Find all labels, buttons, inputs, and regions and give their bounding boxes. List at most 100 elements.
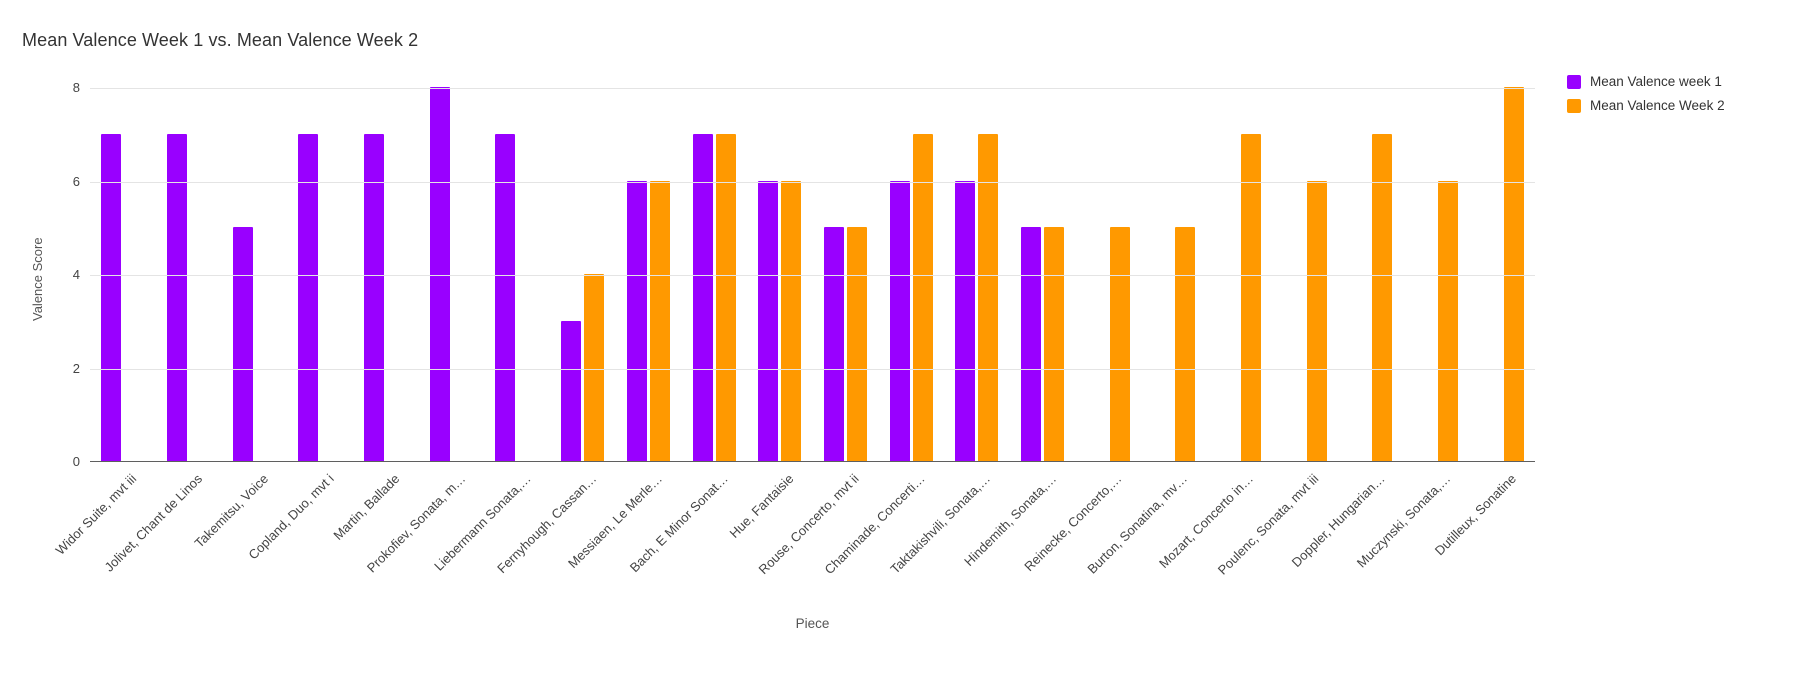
bar[interactable]: [584, 274, 605, 461]
x-axis-tick-label: Prokofiev, Sonata, m…: [363, 471, 468, 576]
y-axis-tick-label: 6: [72, 173, 80, 189]
x-axis-tick-label: Hue, Fantaisie: [726, 471, 797, 541]
bar[interactable]: [298, 133, 319, 461]
bar[interactable]: [846, 227, 867, 461]
bar[interactable]: [495, 133, 516, 461]
bar-group: [1010, 88, 1076, 461]
x-axis-tick-label: Reinecke, Concerto,…: [1021, 471, 1125, 575]
bar-group: [550, 88, 616, 461]
bar[interactable]: [1109, 227, 1130, 461]
bar[interactable]: [626, 180, 647, 461]
bar[interactable]: [364, 133, 385, 461]
bar-group: [221, 88, 287, 461]
bar-group: [813, 88, 879, 461]
y-axis-tick-label: 0: [72, 454, 80, 469]
x-label-anchor: Taktakishvili, Sonata,…: [723, 470, 994, 577]
bar[interactable]: [692, 133, 713, 461]
gridline: [90, 275, 1535, 276]
legend-label: Mean Valence Week 2: [1590, 98, 1725, 113]
bar-group: [484, 88, 550, 461]
y-axis: 0 2 4 6 8: [0, 0, 80, 685]
x-axis-tick-label: Messiaen, Le Merle…: [564, 471, 665, 572]
bar-group: [287, 88, 353, 461]
x-label-anchor: Poulenc, Sonata, mvt iii: [1051, 470, 1322, 578]
x-axis-tick-label: Muczynski, Sonata,…: [1353, 471, 1454, 571]
bar[interactable]: [167, 133, 188, 461]
x-axis-tick-label: Dutilleux, Sonatine: [1431, 471, 1519, 559]
bar-group: [353, 88, 419, 461]
bar[interactable]: [715, 133, 736, 461]
bar[interactable]: [1020, 227, 1041, 461]
bar-group: [944, 88, 1010, 461]
bar[interactable]: [1503, 87, 1524, 461]
x-label-anchor: Messiaen, Le Merle…: [394, 470, 665, 571]
gridline: [90, 181, 1535, 183]
x-axis-tick-label: Copland, Duo, mvt i: [245, 471, 337, 563]
bar[interactable]: [889, 180, 910, 461]
bar-group: [1207, 88, 1273, 461]
x-label-anchor: Doppler, Hungarian…: [1117, 470, 1387, 570]
bar-group: [156, 88, 222, 461]
bar-groups: [90, 87, 1535, 461]
x-axis-tick-label: Jolivet, Chant de Linos: [101, 471, 206, 575]
bar[interactable]: [1175, 227, 1196, 461]
x-label-anchor: Bach, E Minor Sonat…: [460, 470, 730, 575]
y-axis-tick-label: 4: [72, 267, 80, 282]
x-axis-tick-label: Hindemith, Sonata,…: [960, 471, 1059, 569]
x-label-anchor: Burton, Sonatina, mv…: [920, 470, 1191, 577]
x-axis-tick-label: Chaminade, Concerti…: [821, 471, 928, 578]
x-axis-tick-label: Martin, Ballade: [330, 471, 403, 543]
x-axis-tick-label: Liebermann Sonata,…: [430, 471, 534, 574]
bar-group: [1338, 88, 1404, 461]
x-axis-tick-label: Takemitsu, Voice: [191, 471, 271, 551]
x-axis-tick-label: Burton, Sonatina, mv…: [1084, 471, 1191, 577]
gridline: [90, 88, 1535, 89]
gridline: [90, 368, 1535, 370]
bar[interactable]: [232, 227, 253, 461]
bar-group: [681, 88, 747, 461]
bar[interactable]: [1372, 133, 1393, 461]
bar[interactable]: [1043, 227, 1064, 461]
bar[interactable]: [823, 227, 844, 461]
chart-title: Mean Valence Week 1 vs. Mean Valence Wee…: [22, 30, 419, 50]
x-label-anchor: Martin, Ballade: [132, 470, 402, 543]
bar[interactable]: [429, 87, 450, 461]
bar[interactable]: [1241, 133, 1262, 461]
bar-group: [1404, 88, 1470, 461]
legend-swatch-icon: [1567, 98, 1581, 113]
x-axis-tick-label: Mozart, Concerto in…: [1156, 471, 1257, 572]
x-label-anchor: Dutilleux, Sonatine: [1248, 470, 1519, 558]
bar-group: [1272, 88, 1338, 461]
bar-group: [418, 87, 484, 461]
x-label-anchor: Muczynski, Sonata,…: [1182, 470, 1454, 571]
bar[interactable]: [649, 180, 670, 461]
bar[interactable]: [978, 133, 999, 461]
bar[interactable]: [955, 180, 976, 461]
legend-item-2[interactable]: Mean Valence Week 2: [1567, 98, 1725, 113]
x-axis-tick-label: Rouse, Concerto, mvt ii: [755, 471, 862, 578]
x-label-anchor: Liebermann Sonata,…: [263, 470, 534, 574]
bar[interactable]: [912, 133, 933, 461]
bar[interactable]: [758, 180, 779, 461]
x-label-anchor: Copland, Duo, mvt i: [66, 470, 336, 562]
bar-group: [1141, 88, 1207, 461]
plot-area: [90, 87, 1535, 462]
bar[interactable]: [101, 133, 122, 461]
x-label-anchor: Prokofiev, Sonata, m…: [197, 470, 467, 575]
x-label-anchor: Mozart, Concerto in…: [985, 470, 1256, 571]
x-label-anchor: Reinecke, Concerto,…: [854, 470, 1125, 574]
y-axis-tick-label: 2: [72, 360, 80, 376]
bar-group: [1469, 87, 1535, 461]
legend-item-1[interactable]: Mean Valence week 1: [1567, 74, 1725, 89]
x-axis-tick-label: Bach, E Minor Sonat…: [626, 471, 731, 576]
bar[interactable]: [1438, 180, 1459, 461]
y-axis-tick-label: 8: [72, 80, 80, 95]
legend: Mean Valence week 1 Mean Valence Week 2: [1567, 74, 1725, 113]
bar[interactable]: [1306, 180, 1327, 461]
bar[interactable]: [561, 320, 582, 461]
x-label-anchor: Rouse, Concerto, mvt ii: [591, 470, 862, 577]
bar[interactable]: [781, 180, 802, 461]
x-axis-tick-label: Poulenc, Sonata, mvt iii: [1215, 471, 1322, 578]
legend-swatch-icon: [1567, 74, 1581, 89]
